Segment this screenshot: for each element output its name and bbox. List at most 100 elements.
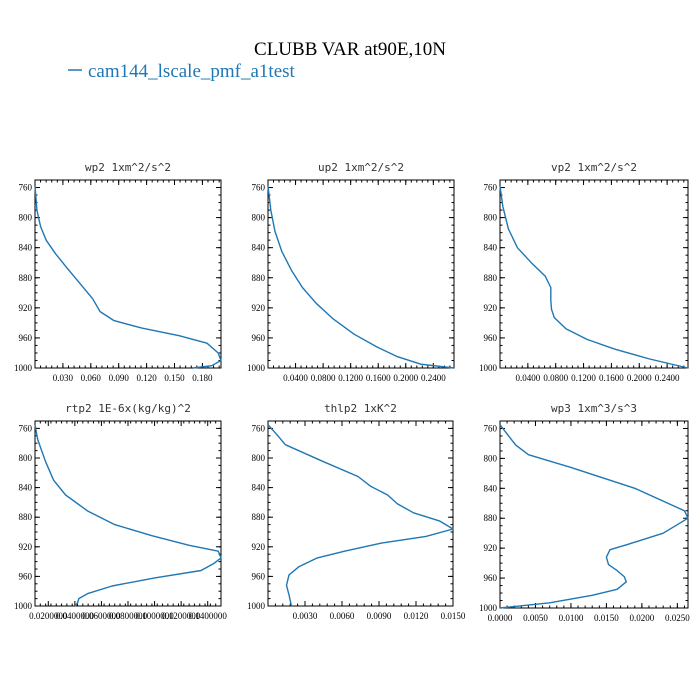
plot-frame [499,420,689,609]
y-tick-label: 920 [252,542,266,552]
y-tick-label: 960 [252,571,266,581]
x-tick-label: 0.2000 [627,373,652,383]
x-tick-label: 0.1600 [599,373,624,383]
y-tick-label: 880 [19,512,33,522]
series-line [499,185,689,369]
panel-title: rtp2 1E-6x(kg/kg)^2 [65,402,191,415]
panel-title: wp3 1xm^3/s^3 [551,402,637,415]
y-tick-label: 880 [484,273,498,283]
y-tick-label: 920 [484,303,498,313]
series-line [34,185,222,369]
y-tick-label: 1000 [14,363,33,373]
y-tick-label: 800 [19,453,33,463]
y-tick-label: 840 [19,483,33,493]
x-tick-label: 0.0000 [488,613,513,623]
y-tick-label: 760 [19,423,33,433]
x-tick-label: 0.0050 [523,613,548,623]
x-tick-label: 0.0150 [441,611,466,621]
legend: cam144_lscale_pmf_a1test [68,61,296,82]
x-tick-label: 0.0800000 [109,611,148,621]
series-line [499,424,689,609]
x-tick-label: 0.090 [109,373,130,383]
panel-title: wp2 1xm^2/s^2 [85,161,171,174]
x-tick-label: 0.1000000 [135,611,174,621]
y-tick-label: 920 [252,303,266,313]
x-tick-label: 0.0600000 [82,611,121,621]
x-tick-label: 0.0200 [630,613,655,623]
y-tick-label: 920 [484,543,498,553]
x-tick-label: 0.0150 [594,613,619,623]
y-tick-label: 1000 [247,601,266,611]
panel-5: thlp2 1xK^2 760 800 840 880 920 960 1000 0.0030 0… [247,402,466,621]
x-tick-label: 0.2000 [393,373,418,383]
x-tick-label: 0.0800 [311,373,336,383]
y-tick-label: 800 [252,453,266,463]
panel-4: rtp2 1E-6x(kg/kg)^2 760 800 840 880 920 960 100… [14,402,227,621]
panel-2: up2 1xm^2/s^2 760 800 840 880 920 960 1000 0.040… [247,161,455,383]
plot-frame [267,179,455,369]
x-tick-label: 0.180 [192,373,213,383]
panel-title: up2 1xm^2/s^2 [318,161,404,174]
y-tick-label: 760 [484,183,498,193]
panel-title: thlp2 1xK^2 [324,402,397,415]
x-tick-label: 0.2400 [421,373,446,383]
x-tick-label: 0.0400000 [56,611,95,621]
y-tick-label: 880 [252,273,266,283]
x-tick-label: 0.1200000 [162,611,201,621]
y-tick-label: 1000 [14,601,33,611]
y-tick-label: 800 [252,213,266,223]
y-tick-label: 880 [252,512,266,522]
y-tick-label: 840 [252,483,266,493]
y-tick-label: 1000 [479,603,498,613]
x-tick-label: 0.1600 [366,373,391,383]
series-line [267,185,455,369]
y-tick-label: 760 [19,183,33,193]
series-line [267,424,454,607]
plot-frame [34,420,222,607]
x-tick-label: 0.0800 [543,373,568,383]
panels: wp2 1xm^2/s^2 760 800 840 880 920 960 1000 0.030… [14,161,690,623]
y-tick-label: 960 [484,573,498,583]
x-tick-label: 0.0400 [515,373,540,383]
y-tick-label: 840 [252,243,266,253]
y-tick-label: 760 [484,423,498,433]
y-tick-label: 840 [19,243,33,253]
x-tick-label: 0.120 [136,373,157,383]
x-tick-label: 0.0400 [283,373,308,383]
plot-frame [34,179,222,369]
y-tick-label: 880 [484,513,498,523]
y-tick-label: 800 [19,213,33,223]
x-tick-label: 0.0100 [559,613,584,623]
series-line [34,424,222,607]
x-tick-label: 0.1200 [571,373,596,383]
y-tick-label: 960 [252,333,266,343]
x-tick-label: 0.0060 [330,611,355,621]
x-tick-label: 0.2400 [655,373,680,383]
plot-frame [499,179,689,369]
y-tick-label: 1000 [247,363,266,373]
x-tick-label: 0.150 [164,373,185,383]
plot-frame [267,420,454,607]
y-tick-label: 960 [484,333,498,343]
y-tick-label: 920 [19,303,33,313]
y-tick-label: 840 [484,483,498,493]
y-tick-label: 800 [484,453,498,463]
x-tick-label: 0.030 [53,373,74,383]
x-tick-label: 0.060 [81,373,102,383]
y-tick-label: 760 [252,423,266,433]
y-tick-label: 880 [19,273,33,283]
legend-label: cam144_lscale_pmf_a1test [88,61,296,82]
x-tick-label: 0.0090 [367,611,392,621]
y-tick-label: 840 [484,243,498,253]
x-tick-label: 0.1400000 [189,611,228,621]
panel-3: vp2 1xm^2/s^2 760 800 840 880 920 960 1000 0.040… [479,161,689,383]
x-tick-label: 0.1200 [338,373,363,383]
x-tick-label: 0.0200000 [29,611,68,621]
y-tick-label: 960 [19,571,33,581]
x-tick-label: 0.0120 [404,611,429,621]
y-tick-label: 960 [19,333,33,343]
x-tick-label: 0.0030 [293,611,318,621]
panel-1: wp2 1xm^2/s^2 760 800 840 880 920 960 1000 0.030… [14,161,222,383]
x-tick-label: 0.0250 [665,613,690,623]
